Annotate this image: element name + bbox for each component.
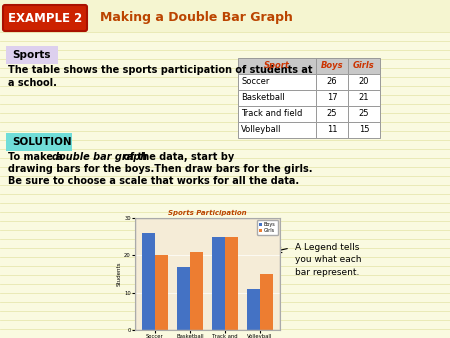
Bar [238, 90, 316, 106]
FancyBboxPatch shape [6, 46, 58, 64]
Text: Soccer: Soccer [241, 77, 270, 87]
Text: Volleyball: Volleyball [241, 125, 282, 135]
FancyBboxPatch shape [3, 5, 87, 31]
Bar [348, 106, 380, 122]
Bar [260, 274, 274, 330]
Text: A Legend tells
you what each
bar represent.: A Legend tells you what each bar represe… [295, 243, 361, 277]
Text: Sports: Sports [12, 50, 50, 60]
Text: 26: 26 [327, 77, 338, 87]
Bar [348, 74, 380, 90]
Text: Boys: Boys [321, 62, 343, 71]
Bar [247, 289, 260, 330]
Bar [348, 122, 380, 138]
Bar [316, 122, 348, 138]
Legend: Boys, Girls: Boys, Girls [256, 220, 278, 235]
Text: 15: 15 [359, 125, 369, 135]
Bar [225, 237, 238, 330]
Text: 20: 20 [359, 77, 369, 87]
Bar [155, 255, 168, 330]
Bar [348, 90, 380, 106]
Bar [238, 74, 316, 90]
Bar [142, 233, 155, 330]
Bar [0, 0, 450, 32]
Text: Making a Double Bar Graph: Making a Double Bar Graph [100, 11, 293, 24]
Text: of the data, start by: of the data, start by [120, 152, 234, 162]
Bar [238, 122, 316, 138]
Text: Sport: Sport [264, 62, 290, 71]
Bar [212, 237, 225, 330]
Bar [177, 267, 190, 330]
Text: Basketball: Basketball [241, 94, 285, 102]
Bar [316, 90, 348, 106]
Text: The table shows the sports participation of students at: The table shows the sports participation… [8, 65, 312, 75]
Y-axis label: Students: Students [116, 262, 122, 286]
Bar [190, 251, 203, 330]
Bar [316, 74, 348, 90]
Text: a school.: a school. [8, 78, 57, 88]
Bar [348, 58, 380, 74]
Title: Sports Participation: Sports Participation [168, 210, 247, 216]
Bar [238, 106, 316, 122]
Text: 25: 25 [359, 110, 369, 119]
Text: Be sure to choose a scale that works for all the data.: Be sure to choose a scale that works for… [8, 176, 299, 186]
Text: drawing bars for the boys.Then draw bars for the girls.: drawing bars for the boys.Then draw bars… [8, 164, 312, 174]
Text: 17: 17 [327, 94, 338, 102]
Text: Girls: Girls [353, 62, 375, 71]
Text: To make a: To make a [8, 152, 66, 162]
Bar [316, 106, 348, 122]
Text: 21: 21 [359, 94, 369, 102]
Text: Track and field: Track and field [241, 110, 302, 119]
Text: EXAMPLE 2: EXAMPLE 2 [8, 11, 82, 24]
Text: double bar graph: double bar graph [52, 152, 147, 162]
Text: 25: 25 [327, 110, 337, 119]
Text: SOLUTION: SOLUTION [12, 137, 72, 147]
Bar [238, 58, 316, 74]
FancyBboxPatch shape [6, 133, 72, 151]
Bar [316, 58, 348, 74]
Text: 11: 11 [327, 125, 337, 135]
